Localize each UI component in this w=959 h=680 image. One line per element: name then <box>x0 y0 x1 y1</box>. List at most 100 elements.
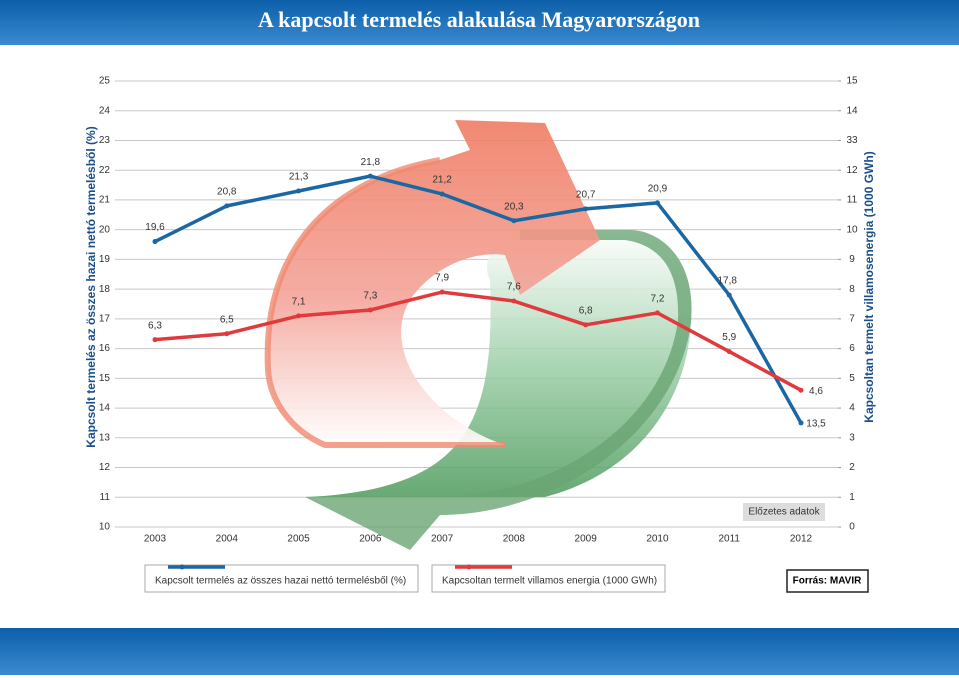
legend-label: Kapcsolt termelés az összes hazai nettó … <box>155 576 406 587</box>
y-tick-label: 22 <box>99 165 111 176</box>
data-label: 21,2 <box>432 175 452 186</box>
point <box>511 298 517 304</box>
y2-tick-label: 5 <box>849 373 855 384</box>
legend-marker <box>179 564 185 570</box>
point <box>152 239 158 245</box>
point <box>152 337 158 343</box>
y-tick-label: 24 <box>99 105 111 116</box>
point <box>654 310 660 316</box>
point <box>726 292 732 298</box>
y-tick-label: 18 <box>99 284 111 295</box>
x-tick-label: 2004 <box>216 534 239 545</box>
legend-label: Kapcsoltan termelt villamos energia (100… <box>442 576 657 587</box>
y2-tick-label: 4 <box>849 403 855 414</box>
point <box>798 420 804 426</box>
x-tick-label: 2003 <box>144 534 167 545</box>
y-tick-label: 19 <box>99 254 111 265</box>
y-tick-label: 15 <box>99 373 111 384</box>
point <box>439 191 445 197</box>
data-label: 21,3 <box>289 172 309 183</box>
point <box>583 322 589 328</box>
point <box>296 188 302 194</box>
point <box>224 331 230 337</box>
data-label: 6,8 <box>579 305 593 316</box>
y-tick-label: 17 <box>99 314 111 325</box>
y2-tick-label: 14 <box>846 105 858 116</box>
x-tick-label: 2009 <box>575 534 598 545</box>
y2-tick-label: 33 <box>846 135 858 146</box>
y-tick-label: 12 <box>99 462 111 473</box>
y2-tick-label: 2 <box>849 462 855 473</box>
y-tick-label: 11 <box>100 492 111 503</box>
annotation: Előzetes adatok <box>748 507 820 518</box>
data-label: 6,3 <box>148 320 162 331</box>
y-axis-label: Kapcsolt termelés az összes hazai nettó … <box>84 126 98 447</box>
data-label: 20,8 <box>217 187 237 198</box>
red-arrow-edge <box>264 157 505 448</box>
legend-marker <box>466 564 472 570</box>
data-label: 7,6 <box>507 282 521 293</box>
data-label: 7,1 <box>292 297 306 308</box>
x-tick-label: 2008 <box>503 534 526 545</box>
x-tick-label: 2012 <box>790 534 813 545</box>
y-tick-label: 16 <box>99 343 111 354</box>
y-tick-label: 13 <box>99 432 111 443</box>
series-line <box>154 290 802 392</box>
x-tick-label: 2010 <box>646 534 669 545</box>
point <box>654 200 660 206</box>
data-label: 20,3 <box>504 201 524 212</box>
y-tick-label: 25 <box>99 76 111 87</box>
data-label: 21,8 <box>361 157 381 168</box>
data-label: 17,8 <box>717 276 737 287</box>
point <box>798 387 804 393</box>
point <box>726 349 732 355</box>
point <box>224 203 230 209</box>
y2-tick-label: 15 <box>846 76 858 87</box>
data-label: 20,9 <box>648 184 668 195</box>
point <box>367 173 373 179</box>
legend-box <box>431 564 666 593</box>
y2-axis-label: Kapcsoltan termelt villamosenergia (1000… <box>862 151 876 422</box>
red-arrow <box>267 120 600 445</box>
data-label: 13,5 <box>806 419 826 430</box>
header-band <box>0 0 959 45</box>
series-line <box>154 174 803 424</box>
data-label: 20,7 <box>576 189 596 200</box>
point <box>583 206 589 212</box>
legend-box <box>144 564 419 593</box>
chart-title: A kapcsolt termelés alakulása Magyarorsz… <box>258 7 700 32</box>
x-tick-label: 2006 <box>359 534 382 545</box>
point <box>367 307 373 313</box>
source-box <box>786 569 869 593</box>
decoration <box>264 120 692 550</box>
y2-tick-label: 7 <box>849 314 855 325</box>
y2-tick-label: 0 <box>849 522 855 533</box>
point <box>439 289 445 295</box>
y-tick-label: 21 <box>99 195 111 206</box>
y-tick-label: 20 <box>99 224 111 235</box>
x-tick-label: 2011 <box>718 534 740 545</box>
point <box>296 313 302 319</box>
data-label: 7,9 <box>435 273 449 284</box>
footer-band <box>0 628 959 675</box>
y2-tick-label: 12 <box>846 165 858 176</box>
y-tick-label: 23 <box>99 135 111 146</box>
data-label: 7,3 <box>363 291 377 302</box>
y2-tick-label: 10 <box>846 224 858 235</box>
y2-tick-label: 9 <box>849 254 855 265</box>
data-label: 7,2 <box>650 294 664 305</box>
source: Forrás: MAVIR <box>793 576 862 587</box>
data-label: 19,6 <box>145 222 165 233</box>
data-label: 4,6 <box>809 386 823 397</box>
green-arrow <box>305 230 692 497</box>
y2-tick-label: 6 <box>849 343 855 354</box>
y-tick-label: 10 <box>99 522 111 533</box>
y-tick-label: 14 <box>99 403 111 414</box>
data-label: 5,9 <box>722 332 736 343</box>
data-label: 6,5 <box>220 314 234 325</box>
y2-tick-label: 3 <box>849 432 855 443</box>
x-tick-label: 2005 <box>287 534 310 545</box>
y2-tick-label: 8 <box>849 284 855 295</box>
